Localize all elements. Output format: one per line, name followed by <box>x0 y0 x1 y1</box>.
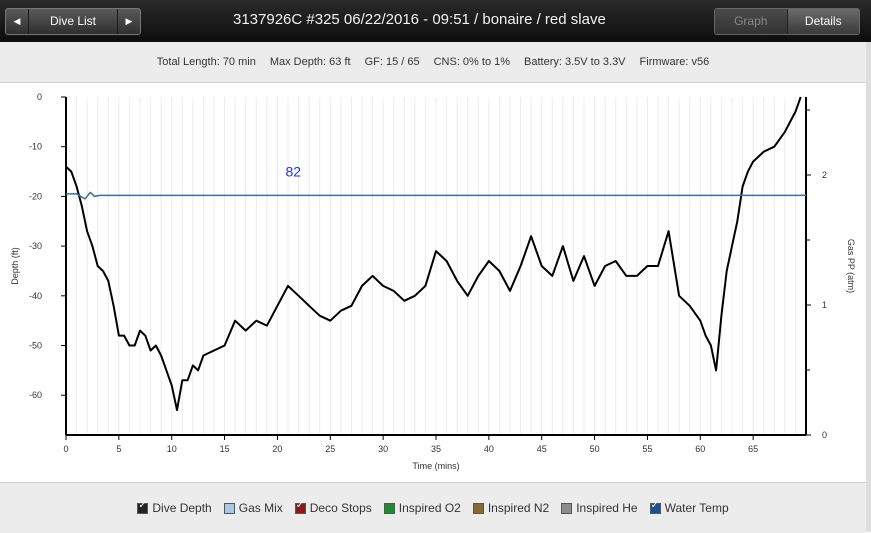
legend: Dive Depth Gas Mix Deco Stops Inspired O… <box>0 482 866 533</box>
prev-dive-button[interactable]: ◀ <box>13 16 21 26</box>
x-tick-label: 10 <box>167 444 177 454</box>
legend-dive-depth[interactable]: Dive Depth <box>137 500 212 515</box>
info-firmware: Firmware: v56 <box>639 56 710 68</box>
y2-tick-label: 2 <box>822 170 827 180</box>
x-tick-label: 15 <box>220 444 230 454</box>
dive-title: 3137926C #325 06/22/2016 - 09:51 / bonai… <box>233 11 606 28</box>
x-tick-label: 65 <box>748 444 758 454</box>
y-tick-label: -60 <box>29 390 42 400</box>
dive-info-bar: Total Length: 70 min Max Depth: 63 ft GF… <box>0 42 866 83</box>
series-dive-depth <box>65 96 802 412</box>
window-edge <box>866 42 871 532</box>
info-battery: Battery: 3.5V to 3.3V <box>524 56 626 68</box>
info-cns: CNS: 0% to 1% <box>433 56 511 68</box>
x-tick-label: 55 <box>642 444 652 454</box>
legend-inspired-o2[interactable]: Inspired O2 <box>383 501 461 515</box>
graph-tab[interactable]: Graph <box>715 9 788 34</box>
dive-profile-chart: 0 5 10 15 20 25 30 35 40 45 50 55 60 650-10-20-30-40-… <box>10 92 856 471</box>
temperature-annotation: 82 <box>285 164 301 180</box>
dive-list-button[interactable]: Dive List <box>28 9 118 34</box>
y2-tick-label: 1 <box>822 300 827 310</box>
legend-gas-mix[interactable]: Gas Mix <box>223 501 283 515</box>
view-toggle: Graph Details <box>714 8 860 35</box>
dive-list-nav: ◀ Dive List ▶ <box>5 8 141 35</box>
legend-inspired-he[interactable]: Inspired He <box>561 501 638 515</box>
dive-depth-checkbox[interactable] <box>137 500 149 514</box>
legend-label: Deco Stops <box>309 501 372 515</box>
inspired-n2-checkbox[interactable] <box>472 502 484 514</box>
y-axis-label: Depth (ft) <box>10 247 20 285</box>
water-temp-checkbox[interactable] <box>649 500 661 514</box>
y-tick-label: -30 <box>29 241 42 251</box>
x-tick-label: 20 <box>272 444 282 454</box>
legend-label: Dive Depth <box>152 501 212 515</box>
legend-label: Water Temp <box>664 501 729 515</box>
legend-water-temp[interactable]: Water Temp <box>649 500 729 515</box>
inspired-he-checkbox[interactable] <box>561 502 573 514</box>
y2-tick-label: 0 <box>822 430 827 440</box>
dive-chart: 0 5 10 15 20 25 30 35 40 45 50 55 60 65 0 -10 -20 -30 -40-… <box>0 83 866 481</box>
legend-label: Inspired He <box>576 501 638 515</box>
info-gf: GF: 15 / 65 <box>364 56 420 68</box>
legend-label: Inspired O2 <box>398 501 461 515</box>
x-tick-label: 60 <box>695 444 705 454</box>
series-water-temp <box>66 191 806 200</box>
y-tick-label: -40 <box>29 291 42 301</box>
legend-deco-stops[interactable]: Deco Stops <box>294 500 372 515</box>
legend-label: Inspired N2 <box>487 501 550 515</box>
x-tick-label: 50 <box>590 444 600 454</box>
x-tick-label: 0 <box>63 444 68 454</box>
y-tick-label: -20 <box>29 191 42 201</box>
legend-label: Gas Mix <box>238 501 283 515</box>
title-bar: ◀ Dive List ▶ 3137926C #325 06/22/2016 -… <box>0 0 871 42</box>
y-tick-label: -50 <box>29 341 42 351</box>
info-total-length: Total Length: 70 min <box>156 56 256 68</box>
y-tick-label: 0 <box>37 92 42 102</box>
y2-axis-label: Gas PP (atm) <box>846 239 856 293</box>
x-tick-label: 45 <box>537 444 547 454</box>
inspired-o2-checkbox[interactable] <box>383 502 395 514</box>
x-tick-label: 40 <box>484 444 494 454</box>
deco-stops-checkbox[interactable] <box>294 500 306 514</box>
x-tick-label: 35 <box>431 444 441 454</box>
legend-inspired-n2[interactable]: Inspired N2 <box>472 501 550 515</box>
y-tick-label: -10 <box>29 142 42 152</box>
x-tick-label: 30 <box>378 444 388 454</box>
x-axis-label: Time (mins) <box>412 461 459 471</box>
next-dive-button[interactable]: ▶ <box>125 16 133 26</box>
details-tab[interactable]: Details <box>787 9 859 34</box>
x-tick-label: 5 <box>116 444 121 454</box>
gas-mix-checkbox[interactable] <box>223 502 235 514</box>
x-tick-label: 25 <box>325 444 335 454</box>
info-max-depth: Max Depth: 63 ft <box>269 56 351 68</box>
